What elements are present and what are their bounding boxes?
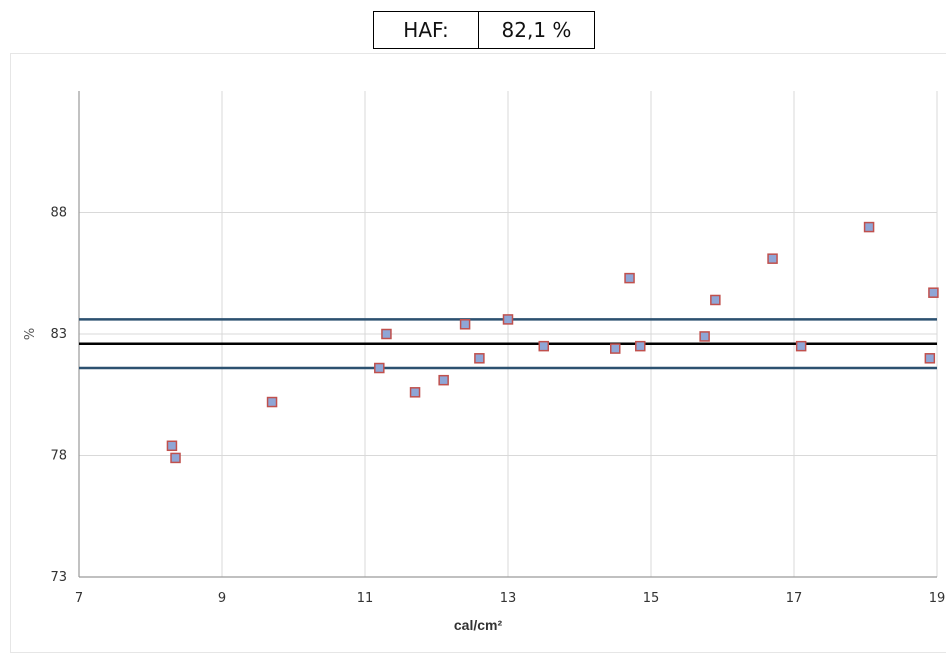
data-point (474, 353, 485, 364)
data-point (502, 314, 514, 325)
chart-panel: 7 9 11 13 15 17 19 73 78 83 88 cal/cm²% (10, 53, 946, 653)
data-point (767, 253, 778, 264)
data-point (170, 452, 181, 464)
y-tick-label: 83 (50, 327, 67, 342)
y-tick-label: 88 (50, 206, 67, 221)
data-point (795, 340, 807, 352)
data-point (459, 319, 471, 330)
scatter-chart: 7 9 11 13 15 17 19 73 78 83 88 cal/cm²% (23, 91, 946, 633)
data-point (166, 440, 178, 452)
x-tick-label: 15 (643, 591, 660, 606)
x-tick-label: 11 (357, 591, 374, 606)
data-point (409, 387, 421, 398)
data-point (710, 294, 721, 306)
x-tick-label: 17 (786, 591, 803, 606)
haf-label: HAF: (374, 12, 479, 48)
data-point (538, 340, 549, 352)
y-tick-label: 78 (50, 449, 67, 464)
data-point (635, 340, 646, 352)
data-point (928, 287, 939, 298)
x-tick-label: 7 (75, 591, 83, 606)
x-tick-label: 19 (929, 591, 946, 606)
haf-value: 82,1 % (501, 18, 572, 42)
haf-summary-box: HAF: 82,1 % (373, 11, 595, 49)
data-point (610, 343, 621, 354)
x-tick-label: 13 (500, 591, 517, 606)
data-point (374, 362, 385, 374)
data-point (699, 331, 710, 342)
data-point (266, 396, 278, 408)
y-axis-label: % (23, 328, 38, 340)
y-tick-label: 73 (50, 570, 67, 585)
data-point (863, 221, 875, 233)
data-point (624, 272, 635, 284)
x-tick-label: 9 (218, 591, 226, 606)
data-point (381, 328, 392, 340)
data-point (438, 374, 449, 386)
x-axis-label: cal/cm² (454, 617, 503, 633)
data-point (924, 353, 936, 364)
